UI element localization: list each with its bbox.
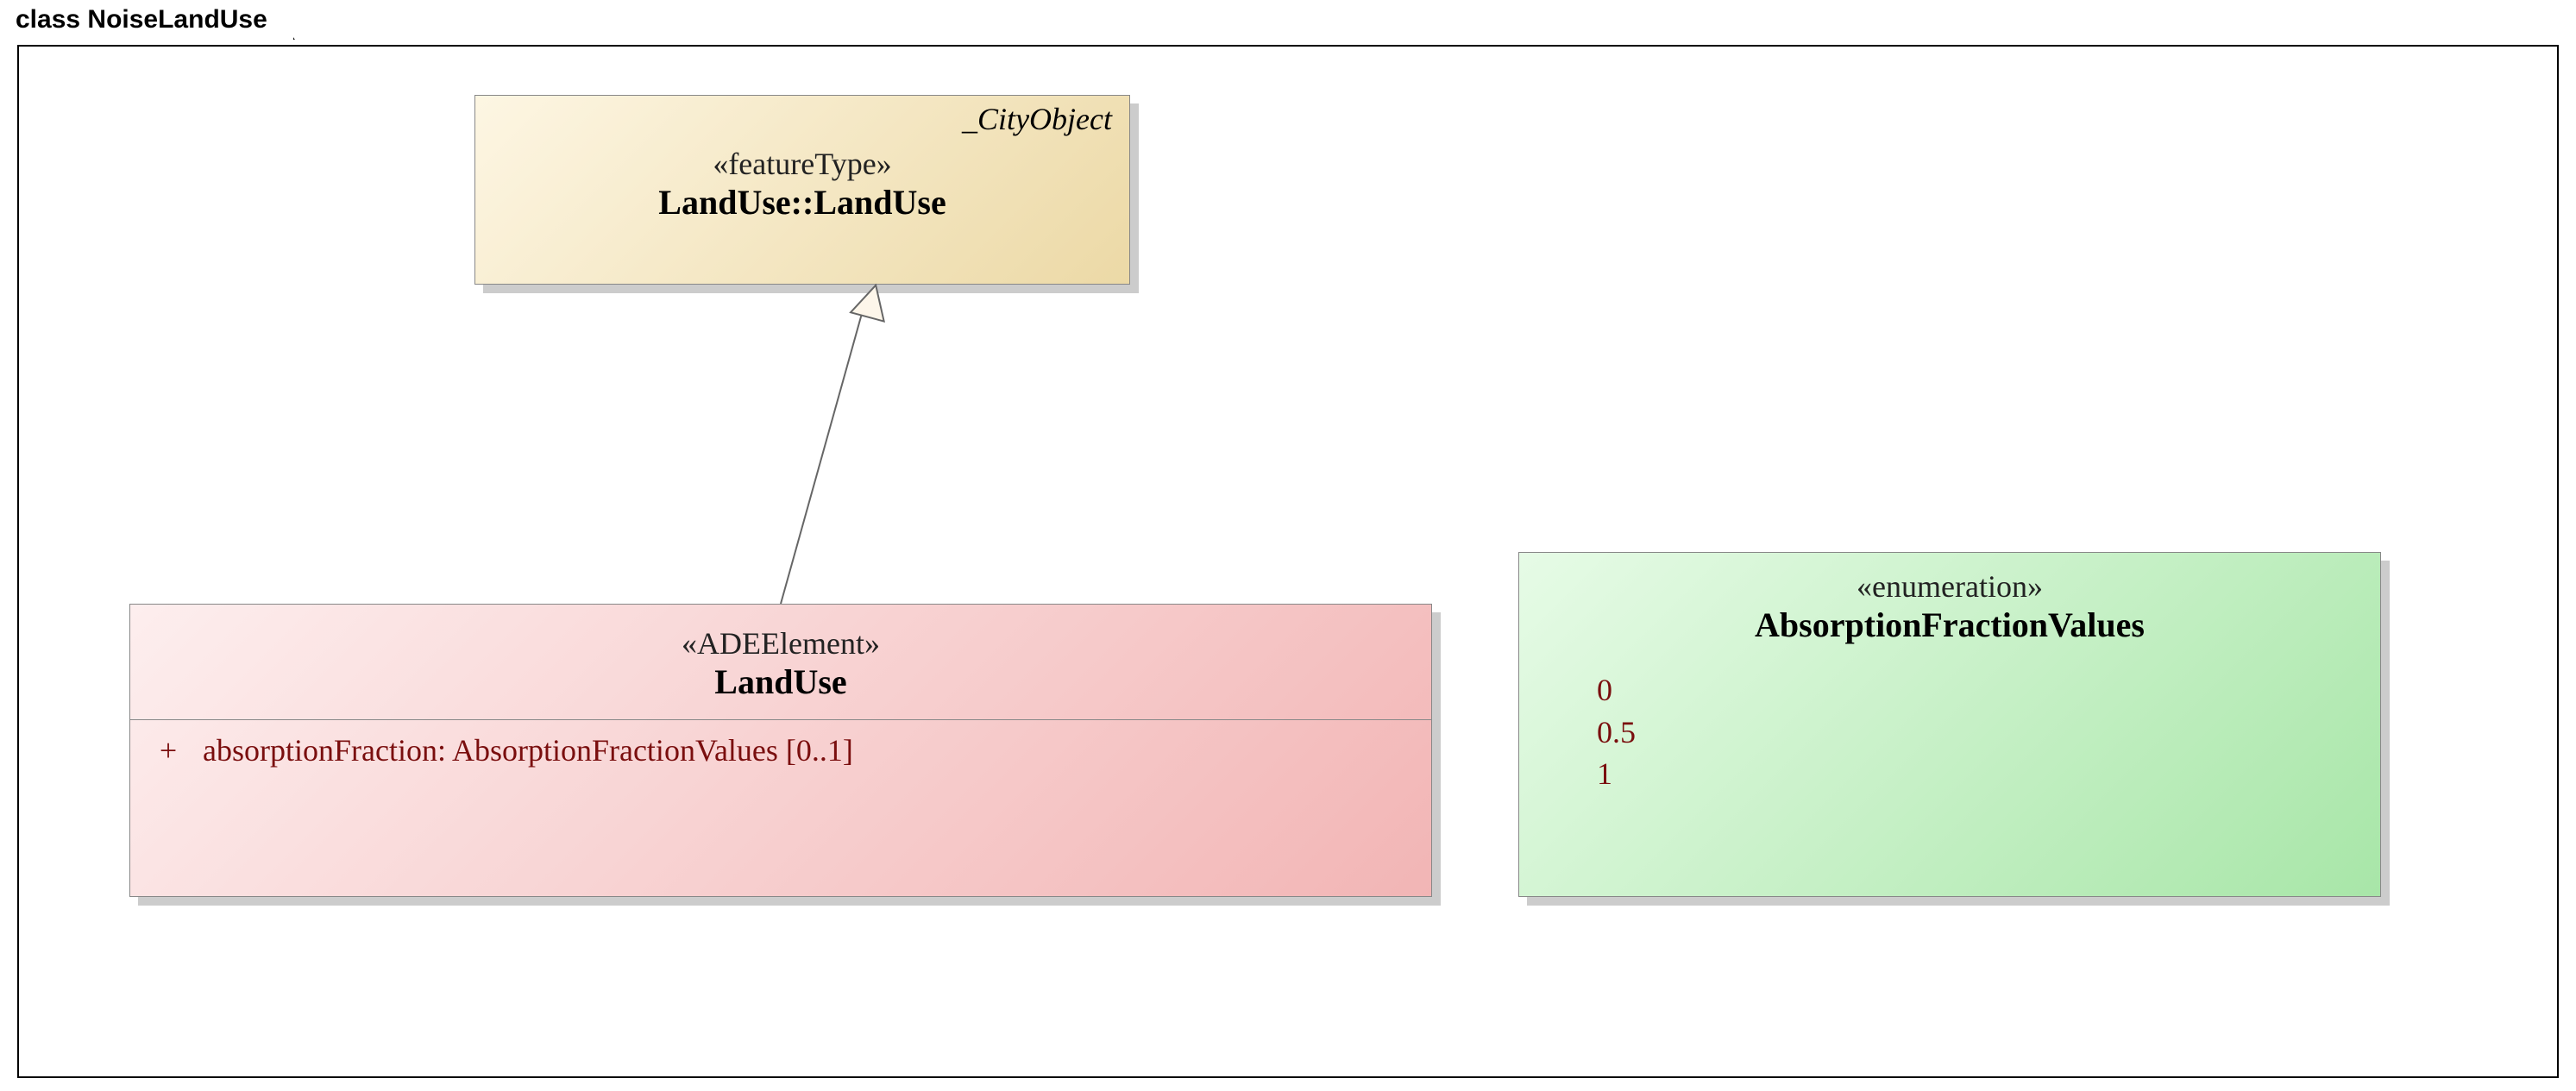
enum-class: «enumeration» AbsorptionFractionValues 0… <box>1518 552 2381 897</box>
attr-visibility: + <box>151 732 185 768</box>
landuse-class: «ADEElement» LandUse + absorptionFractio… <box>129 604 1432 897</box>
landuse-header: «ADEElement» LandUse <box>130 605 1431 719</box>
generalization-connector <box>0 0 2576 1091</box>
enum-stereotype: «enumeration» <box>1536 568 2363 605</box>
landuse-classname: LandUse <box>148 661 1414 702</box>
enum-classname: AbsorptionFractionValues <box>1536 605 2363 645</box>
connector-line <box>781 310 863 604</box>
enum-header: «enumeration» AbsorptionFractionValues <box>1519 553 2380 657</box>
attr-text: absorptionFraction: AbsorptionFractionVa… <box>203 732 853 768</box>
diagram-title: class NoiseLandUse <box>16 5 267 34</box>
landuse-attribute-row: + absorptionFraction: AbsorptionFraction… <box>151 732 1411 768</box>
enum-value: 0.5 <box>1597 712 2359 754</box>
enum-values-compartment: 0 0.5 1 <box>1519 657 2380 811</box>
landuse-stereotype: «ADEElement» <box>148 625 1414 661</box>
diagram-title-tab: class NoiseLandUse <box>0 0 295 40</box>
generalization-arrowhead <box>851 281 892 322</box>
enum-value: 1 <box>1597 753 2359 795</box>
landuse-attributes: + absorptionFraction: AbsorptionFraction… <box>130 719 1431 781</box>
enum-value: 0 <box>1597 669 2359 712</box>
